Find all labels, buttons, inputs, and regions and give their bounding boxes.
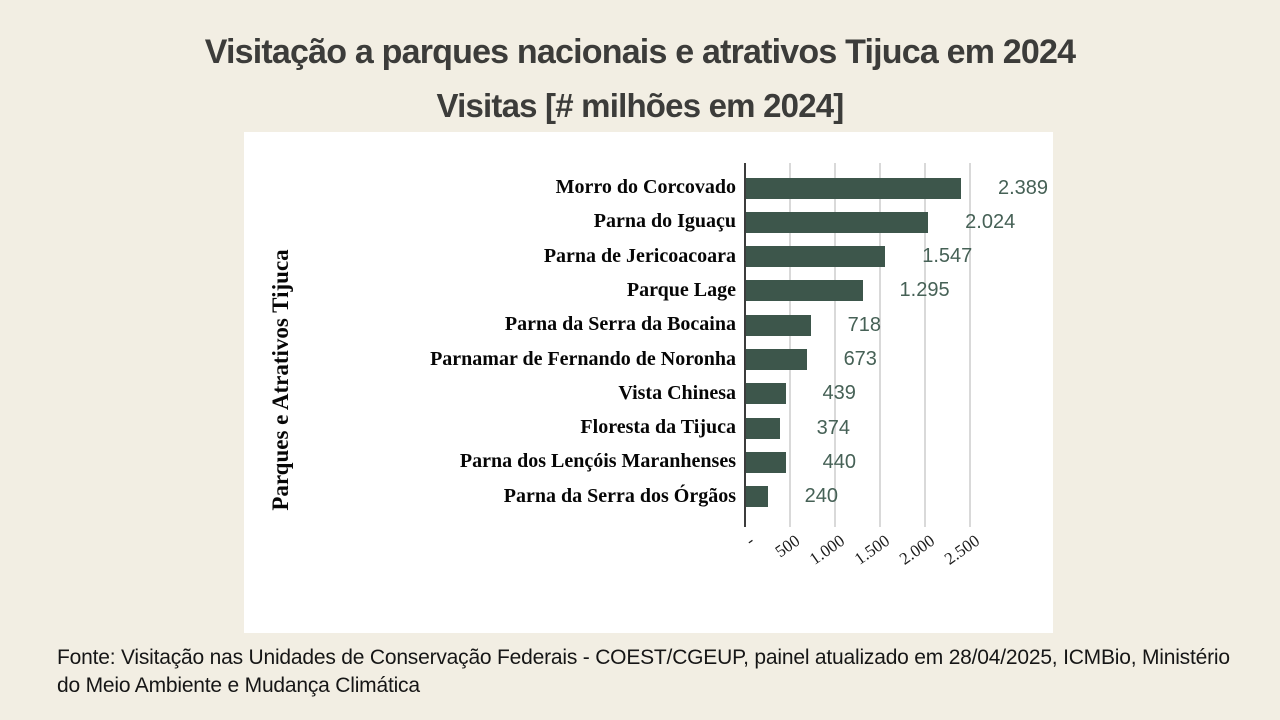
bar-value: 1.295	[899, 279, 950, 302]
bar-label: Parque Lage	[626, 278, 736, 301]
x-tick-label: 2.500	[940, 531, 983, 569]
bar	[746, 246, 886, 268]
bar	[746, 314, 811, 336]
bar-value: 1.547	[922, 245, 973, 268]
x-tick-label: 1.000	[805, 531, 848, 569]
bar-label: Floresta da Tijuca	[580, 416, 736, 439]
bar-label: Parna do Iguaçu	[593, 210, 736, 233]
bar-value: 673	[843, 348, 877, 370]
chart-subtitle: Visitas [# milhões em 2024]	[436, 87, 844, 124]
x-tick-label: 500	[771, 531, 803, 562]
bar-label: Parna da Serra da Bocaina	[504, 313, 736, 336]
bar-label: Morro do Corcovado	[555, 176, 736, 198]
bar-label: Parna dos Lençóis Maranhenses	[459, 450, 736, 473]
bar	[746, 383, 786, 405]
gridline	[924, 163, 926, 527]
bar-value: 718	[847, 313, 881, 336]
chart-title: Visitação a parques nacionais e atrativo…	[204, 33, 1076, 71]
bar	[746, 177, 961, 199]
bar	[746, 451, 786, 473]
bar-label: Parna da Serra dos Órgãos	[503, 484, 736, 507]
bar	[746, 211, 929, 233]
gridline	[879, 163, 881, 527]
bar	[746, 486, 768, 508]
chart-panel: Parques e Atrativos Tijuca -500 1.000 1.50…	[244, 132, 1053, 633]
gridline	[969, 163, 971, 527]
gridline	[834, 163, 836, 527]
bar	[746, 417, 780, 439]
bar-value: 440	[822, 450, 856, 473]
bar-value: 240	[804, 485, 838, 508]
bar-value: 2.389	[998, 176, 1049, 199]
x-tick-label: 2.000	[895, 531, 938, 569]
x-tick-label: -	[742, 531, 758, 550]
gridline	[789, 163, 791, 527]
source-text: Fonte: Visitação nas Unidades de Conserv…	[57, 646, 1230, 697]
bar-label: Parnamar de Fernando de Noronha	[430, 347, 736, 370]
bar-label: Vista Chinesa	[618, 381, 736, 404]
bar	[746, 349, 807, 370]
plot-area: -500 1.000 1.500 2.000 2.500 Morro do Corcova…	[244, 132, 1053, 633]
bar-label: Parna de Jericoacoara	[543, 244, 736, 267]
bar-value: 374	[816, 416, 851, 439]
bar	[746, 280, 863, 302]
x-tick-label: 1.500	[850, 531, 893, 569]
axis-line	[744, 163, 746, 527]
bar-value: 2.024	[965, 210, 1016, 233]
bar-value: 439	[822, 382, 856, 405]
